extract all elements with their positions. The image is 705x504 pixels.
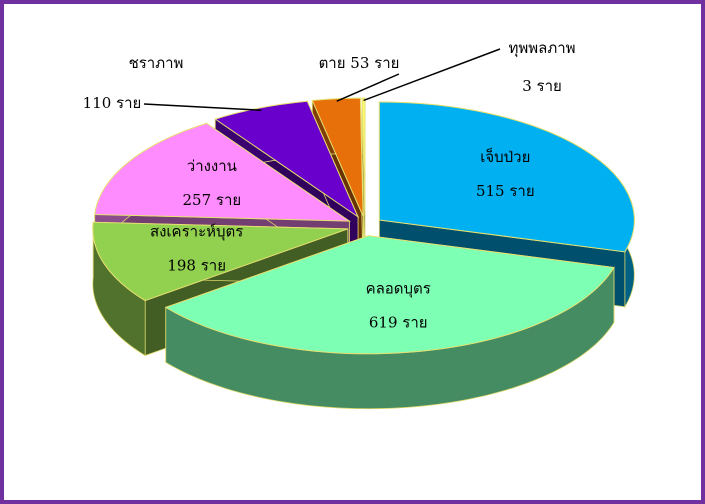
slice-top [311, 97, 364, 217]
value-label: 515 ราย [476, 182, 535, 200]
slice [164, 235, 615, 410]
leader-line [336, 73, 400, 102]
slice-top [92, 221, 348, 302]
category-label: เจ็บป่วย [480, 147, 530, 166]
value-label: 619 ราย [369, 314, 428, 332]
category-label: คลอดบุตร [366, 280, 431, 299]
slice [361, 97, 366, 272]
category-label: สงเคราะห์บุตร [150, 222, 243, 241]
slice-top [378, 101, 635, 253]
slice-top [361, 97, 366, 217]
value-label: 3 ราย [522, 77, 562, 95]
data-label: ตาย 53 ราย [319, 54, 400, 72]
category-label: ทุพพลภาพ [508, 39, 575, 58]
value-label: 110 ราย [83, 94, 142, 112]
value-label: 257 ราย [183, 191, 242, 209]
value-label: 198 ราย [167, 256, 226, 274]
slice-top [164, 235, 615, 355]
category-label: ตาย [319, 54, 346, 72]
value-label: 53 ราย [350, 54, 399, 72]
slice-top [94, 122, 352, 222]
leader-line [363, 48, 501, 102]
category-label: ชราภาพ [129, 54, 184, 72]
slice-top [214, 100, 360, 219]
leader-line [143, 103, 262, 111]
category-label: ว่างงาน [187, 157, 237, 175]
